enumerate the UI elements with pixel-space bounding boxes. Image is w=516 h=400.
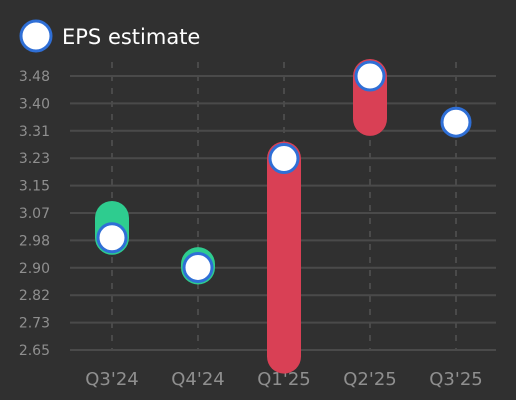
legend: EPS estimate [19, 19, 200, 53]
x-tick-label: Q4'24 [171, 369, 224, 390]
y-tick-label: 3.48 [19, 69, 50, 85]
x-tick-label: Q3'25 [429, 369, 482, 390]
y-tick-label: 2.82 [19, 288, 50, 304]
y-tick-label: 2.65 [19, 343, 50, 359]
y-tick-label: 3.15 [19, 179, 50, 195]
eps-estimate-point [268, 143, 300, 175]
eps-estimate-markers [96, 60, 472, 283]
y-tick-label: 2.98 [19, 233, 50, 249]
y-tick-label: 3.23 [19, 151, 50, 167]
eps-estimate-point [354, 60, 386, 92]
y-tick-label: 2.90 [19, 261, 50, 277]
y-tick-label: 3.31 [19, 124, 50, 140]
y-tick-label: 3.40 [19, 96, 50, 112]
eps-range-bars [95, 59, 387, 374]
x-tick-label: Q3'24 [85, 369, 138, 390]
legend-marker-icon [19, 19, 53, 53]
y-tick-label: 3.07 [19, 206, 50, 222]
eps-estimate-point [96, 222, 128, 254]
legend-label: EPS estimate [62, 25, 200, 49]
x-tick-label: Q2'25 [343, 369, 396, 390]
x-tick-label: Q1'25 [257, 369, 310, 390]
eps-estimate-point [440, 106, 472, 138]
axis-layer: 2.65 2.73 2.82 2.90 2.98 3.07 3.15 3.23 3.31 3.40… [19, 69, 483, 390]
y-tick-label: 2.73 [19, 316, 50, 332]
eps-estimate-point [182, 251, 214, 283]
